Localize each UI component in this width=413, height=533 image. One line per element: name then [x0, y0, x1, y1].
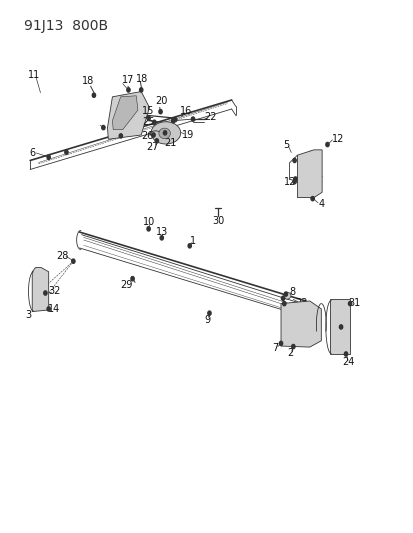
Circle shape — [163, 131, 166, 135]
Circle shape — [139, 88, 142, 92]
Ellipse shape — [283, 292, 290, 299]
Text: 19: 19 — [181, 130, 193, 140]
Circle shape — [160, 236, 163, 240]
Text: 4: 4 — [318, 199, 324, 209]
Text: 13: 13 — [155, 227, 168, 237]
Text: 5: 5 — [282, 140, 289, 150]
Circle shape — [171, 118, 175, 123]
Circle shape — [173, 117, 176, 122]
Text: 7: 7 — [271, 343, 278, 353]
Text: 18: 18 — [81, 76, 94, 86]
Circle shape — [147, 116, 150, 120]
Text: 2: 2 — [287, 349, 293, 359]
Text: 1: 1 — [189, 236, 195, 246]
Circle shape — [47, 307, 50, 311]
Text: 91J13  800B: 91J13 800B — [24, 19, 108, 33]
Text: 12: 12 — [284, 176, 296, 187]
Polygon shape — [330, 300, 349, 354]
Text: 9: 9 — [204, 314, 210, 325]
Circle shape — [291, 344, 294, 349]
Circle shape — [126, 88, 130, 92]
Text: 14: 14 — [48, 304, 60, 314]
Text: 27: 27 — [146, 142, 159, 152]
Circle shape — [293, 177, 297, 181]
Circle shape — [147, 227, 150, 231]
Text: 25: 25 — [142, 117, 154, 127]
Circle shape — [282, 302, 285, 306]
Text: 18: 18 — [135, 74, 148, 84]
Text: 30: 30 — [212, 216, 224, 226]
Circle shape — [152, 120, 156, 124]
Text: 16: 16 — [180, 106, 192, 116]
Circle shape — [119, 134, 122, 138]
Circle shape — [279, 341, 282, 345]
Text: 26: 26 — [140, 131, 153, 141]
Circle shape — [339, 325, 342, 329]
Text: 11: 11 — [28, 70, 40, 79]
Circle shape — [344, 352, 347, 356]
Text: 12: 12 — [331, 134, 343, 144]
Circle shape — [191, 117, 194, 121]
Circle shape — [325, 142, 328, 147]
Circle shape — [159, 110, 162, 114]
Text: 32: 32 — [48, 286, 60, 296]
Text: 20: 20 — [155, 96, 168, 106]
Ellipse shape — [159, 128, 170, 139]
Circle shape — [155, 139, 158, 143]
Circle shape — [47, 155, 50, 159]
Text: 15: 15 — [142, 106, 154, 116]
Circle shape — [65, 150, 68, 155]
Polygon shape — [280, 301, 320, 347]
Text: 3: 3 — [25, 310, 31, 320]
Text: 29: 29 — [120, 280, 133, 290]
Circle shape — [152, 133, 155, 137]
Text: 31: 31 — [347, 297, 359, 308]
Circle shape — [310, 197, 313, 201]
Circle shape — [188, 244, 191, 248]
Circle shape — [131, 277, 134, 281]
Text: 22: 22 — [204, 112, 216, 122]
Circle shape — [292, 180, 296, 184]
Circle shape — [292, 158, 296, 163]
Polygon shape — [32, 268, 49, 312]
Circle shape — [71, 259, 75, 263]
Circle shape — [102, 125, 105, 130]
Polygon shape — [297, 150, 321, 198]
Text: 24: 24 — [341, 357, 354, 367]
Circle shape — [207, 311, 211, 316]
Text: 21: 21 — [164, 139, 177, 149]
Circle shape — [281, 296, 284, 301]
Text: 17: 17 — [121, 75, 134, 85]
Text: 28: 28 — [56, 251, 68, 261]
Polygon shape — [107, 92, 149, 139]
Text: 8: 8 — [289, 287, 295, 297]
Polygon shape — [112, 96, 138, 130]
Text: 10: 10 — [142, 217, 154, 227]
Text: 23: 23 — [295, 297, 307, 308]
Ellipse shape — [151, 122, 180, 144]
Circle shape — [92, 93, 95, 98]
Circle shape — [284, 292, 287, 296]
Text: 6: 6 — [29, 148, 35, 158]
Circle shape — [348, 302, 351, 306]
Circle shape — [44, 291, 47, 295]
